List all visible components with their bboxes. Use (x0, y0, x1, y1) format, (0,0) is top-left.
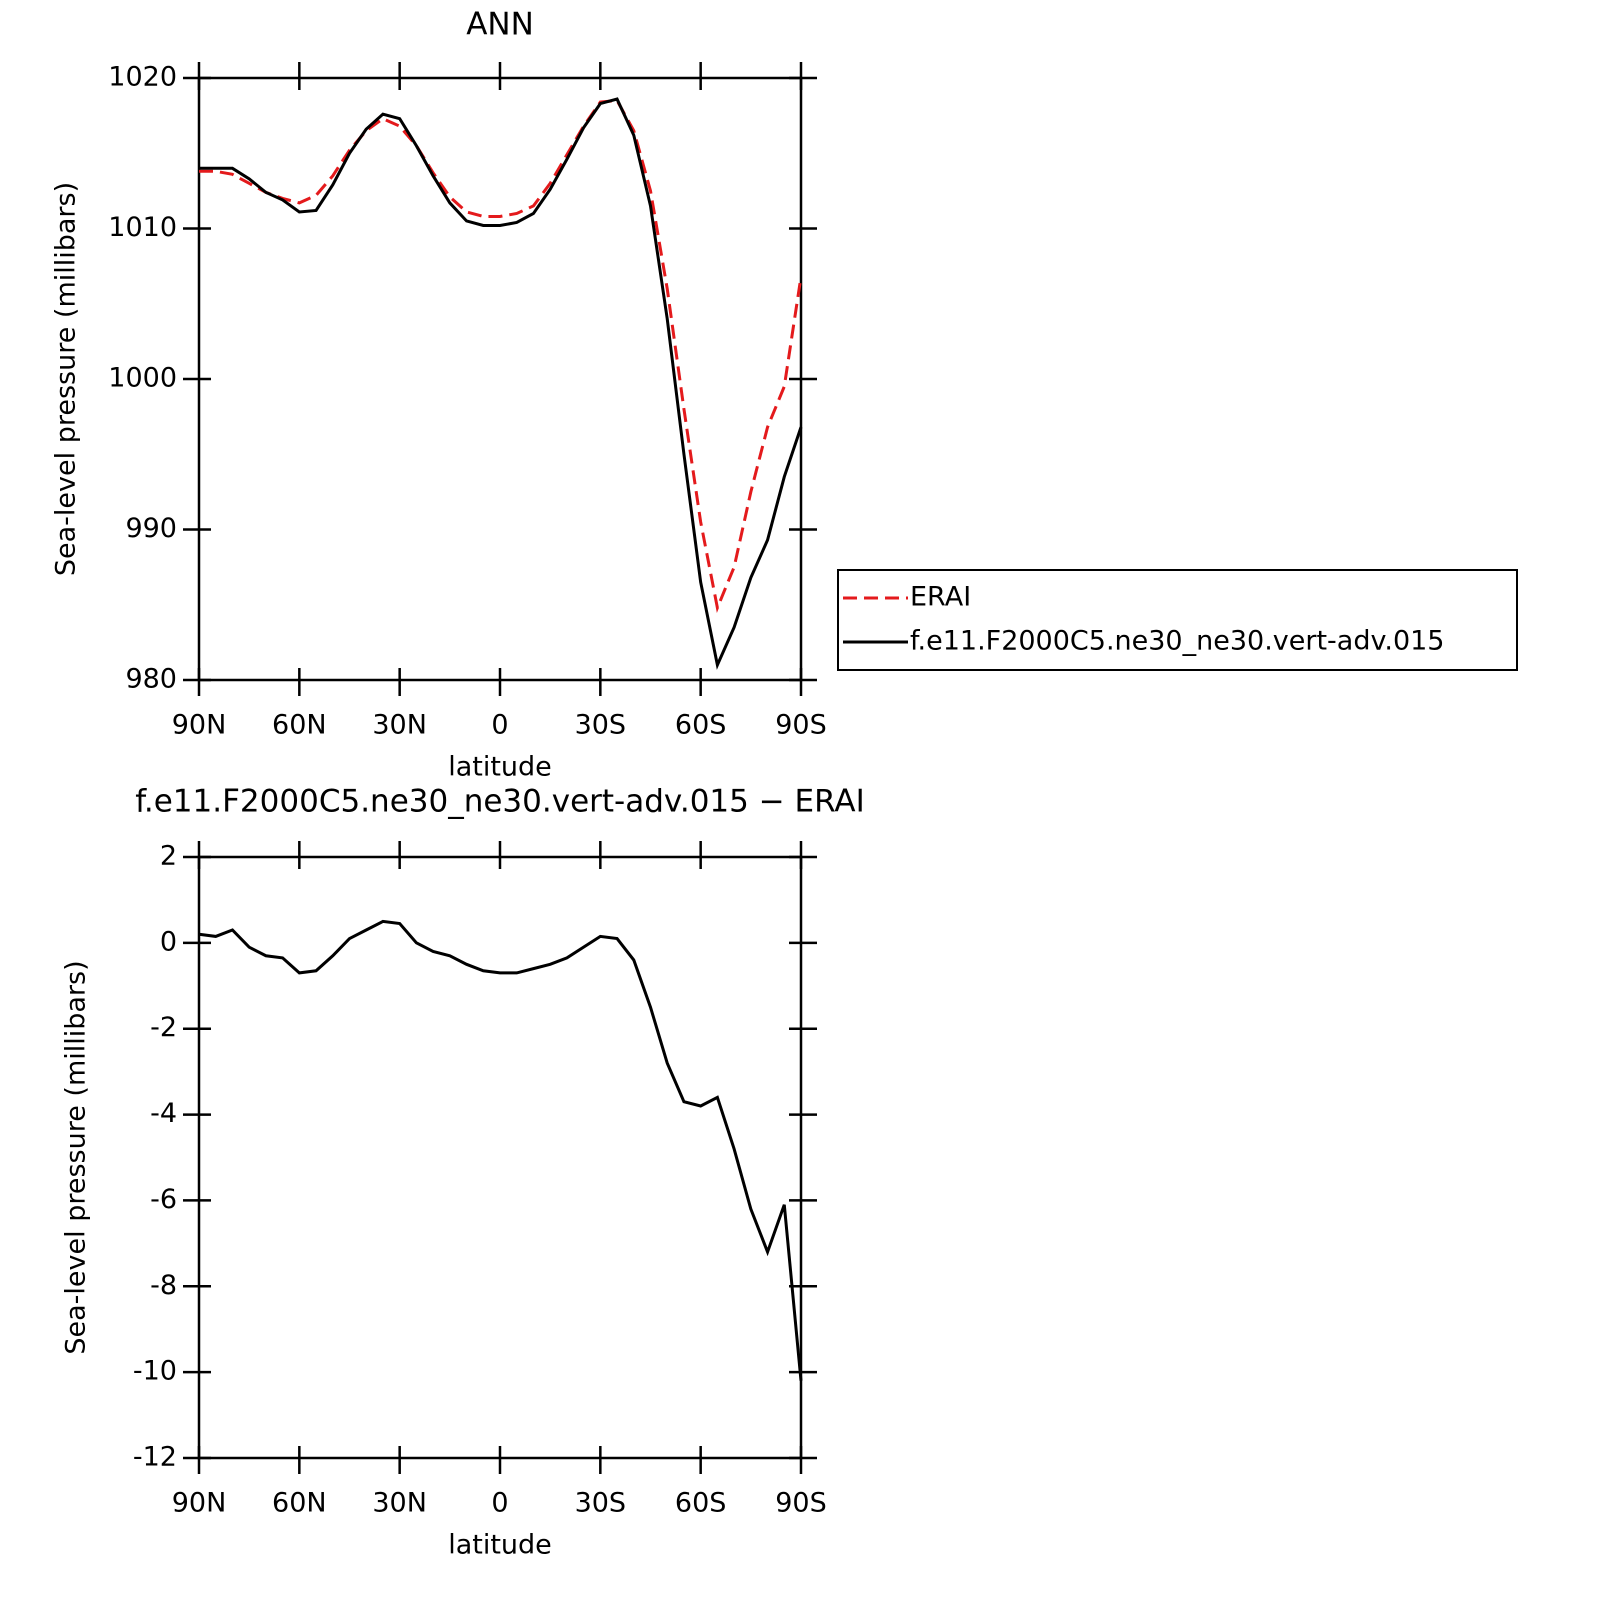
chart-title: f.e11.F2000C5.ne30_ne30.vert-adv.015 − E… (135, 784, 865, 820)
series-line (199, 98, 803, 613)
y-tick-label: 0 (160, 926, 177, 957)
x-tick-label: 30N (372, 1488, 427, 1519)
series-line (198, 919, 803, 1381)
y-tick-label: -6 (150, 1184, 177, 1215)
plot-frame (197, 76, 803, 682)
chart-title: ANN (466, 7, 534, 43)
x-axis-label: latitude (448, 1530, 552, 1561)
y-tick-label: -12 (133, 1442, 177, 1473)
x-axis-label: latitude (448, 752, 552, 783)
y-tick-label: -10 (133, 1356, 177, 1387)
y-tick-label: 2 (160, 841, 177, 872)
y-tick-label: -2 (150, 1012, 177, 1043)
x-tick-label: 90S (775, 710, 827, 741)
y-axis-label: Sea-level pressure (millibars) (61, 960, 92, 1354)
y-tick-label: 980 (125, 664, 177, 695)
x-tick-label: 0 (491, 1488, 508, 1519)
x-tick-label: 60N (272, 1488, 327, 1519)
y-tick-label: 1000 (108, 363, 177, 394)
y-axis-label: Sea-level pressure (millibars) (51, 182, 82, 576)
x-tick-label: 60S (675, 710, 727, 741)
x-tick-label: 90S (775, 1488, 827, 1519)
x-tick-label: 60N (272, 710, 327, 741)
y-tick-label: -8 (150, 1270, 177, 1301)
plot-frame (197, 855, 803, 1460)
x-tick-label: 60S (675, 1488, 727, 1519)
x-tick-label: 0 (491, 710, 508, 741)
x-tick-label: 90N (172, 710, 227, 741)
x-tick-label: 30N (372, 710, 427, 741)
legend-label: f.e11.F2000C5.ne30_ne30.vert-adv.015 (910, 626, 1444, 657)
legend-box (837, 569, 1518, 671)
legend-label: ERAI (910, 582, 971, 613)
x-tick-label: 30S (575, 1488, 627, 1519)
y-tick-label: 1020 (108, 62, 177, 93)
y-tick-label: 1010 (108, 212, 177, 243)
series-line (199, 97, 803, 670)
y-tick-label: 990 (125, 513, 177, 544)
x-tick-label: 30S (575, 710, 627, 741)
x-tick-label: 90N (172, 1488, 227, 1519)
y-tick-label: -4 (150, 1098, 177, 1129)
